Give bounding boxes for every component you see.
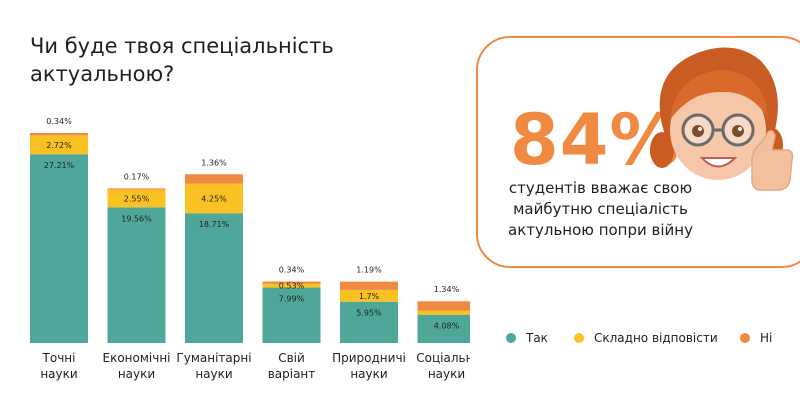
legend-label-yes: Так	[526, 331, 548, 345]
bar-hard-5	[417, 310, 470, 315]
legend-item-yes: Так	[506, 331, 548, 345]
bar-no-1	[107, 188, 166, 190]
bar-no-0	[30, 133, 88, 136]
bar-yes-2	[185, 213, 243, 343]
legend-label-hard: Складно відповісти	[594, 331, 718, 345]
legend-label-no: Ні	[760, 331, 773, 345]
category-label-2-0: Гуманітарні	[176, 351, 251, 365]
category-label-2-1: науки	[195, 367, 232, 381]
chart-title: Чи буде твоя спеціальність актуальною?	[30, 34, 334, 86]
bar-hard-0	[30, 135, 88, 155]
category-label-5-1: науки	[428, 367, 465, 381]
data-label-no-5: 1.34%	[434, 285, 460, 294]
bar-yes-0	[30, 154, 88, 343]
category-label-4-1: науки	[350, 367, 387, 381]
data-label-no-4: 1.19%	[356, 266, 382, 275]
bar-no-5	[417, 301, 470, 311]
bar-yes-3	[262, 287, 321, 343]
category-label-0-1: науки	[40, 367, 77, 381]
highlight-caption: студентів вважає свою майбутню спеціаліс…	[498, 178, 703, 241]
legend-swatch-hard	[574, 333, 584, 343]
stacked-bar-chart: 27.21% 2.72% 0.34% Точні науки 19.56% 2.55% 0.1…	[30, 117, 470, 381]
bar-yes-1	[107, 207, 166, 343]
data-label-no-3: 0.34%	[279, 266, 305, 275]
category-label-5-0: Соціальні	[416, 351, 470, 365]
data-label-yes-3: 7.99%	[279, 295, 305, 304]
data-label-hard-2: 4.25%	[201, 194, 227, 203]
data-label-hard-0: 2.72%	[46, 141, 72, 150]
category-label-1-0: Економічні	[102, 351, 170, 365]
bar-no-3	[262, 281, 321, 284]
data-label-no-0: 0.34%	[46, 117, 72, 126]
data-label-hard-1: 2.55%	[124, 194, 150, 203]
legend-item-no: Ні	[740, 331, 772, 345]
category-label-1-1: науки	[118, 367, 155, 381]
student-avatar-icon	[650, 47, 794, 191]
category-label-3-0: Свій	[278, 351, 305, 365]
data-label-no-1: 0.17%	[124, 172, 150, 181]
category-label-4-0: Природничі	[332, 351, 406, 365]
bar-hard-3	[262, 283, 321, 288]
highlight-line-3: актульною попри війну	[508, 221, 693, 239]
highlight-percentage: 84%	[510, 99, 681, 181]
data-label-yes-2: 18.71%	[199, 220, 230, 229]
highlight-line-1: студентів вважає свою	[508, 179, 693, 197]
legend-swatch-no	[740, 333, 750, 343]
bar-no-4	[340, 281, 398, 290]
bar-no-2	[185, 174, 243, 184]
bar-hard-1	[107, 189, 166, 208]
data-label-yes-1: 19.56%	[121, 214, 152, 223]
category-label-3-1: варіант	[268, 367, 316, 381]
data-label-yes-5: 4.08%	[434, 322, 460, 331]
legend-item-hard: Складно відповісти	[574, 331, 718, 345]
data-label-yes-4: 5.95%	[356, 309, 382, 318]
bar-hard-2	[185, 183, 243, 214]
data-label-hard-4: 1.7%	[359, 292, 380, 301]
legend-swatch-yes	[506, 333, 516, 343]
category-label-0-0: Точні	[42, 351, 76, 365]
bar-hard-4	[340, 289, 398, 302]
data-label-no-2: 1.36%	[201, 158, 227, 167]
data-label-yes-0: 27.21%	[44, 161, 75, 170]
highlight-line-2: майбутню спеціалість	[513, 200, 688, 218]
bar-yes-5	[417, 314, 470, 343]
bar-yes-4	[340, 301, 398, 343]
data-label-hard-3: 0.53%	[279, 282, 305, 291]
